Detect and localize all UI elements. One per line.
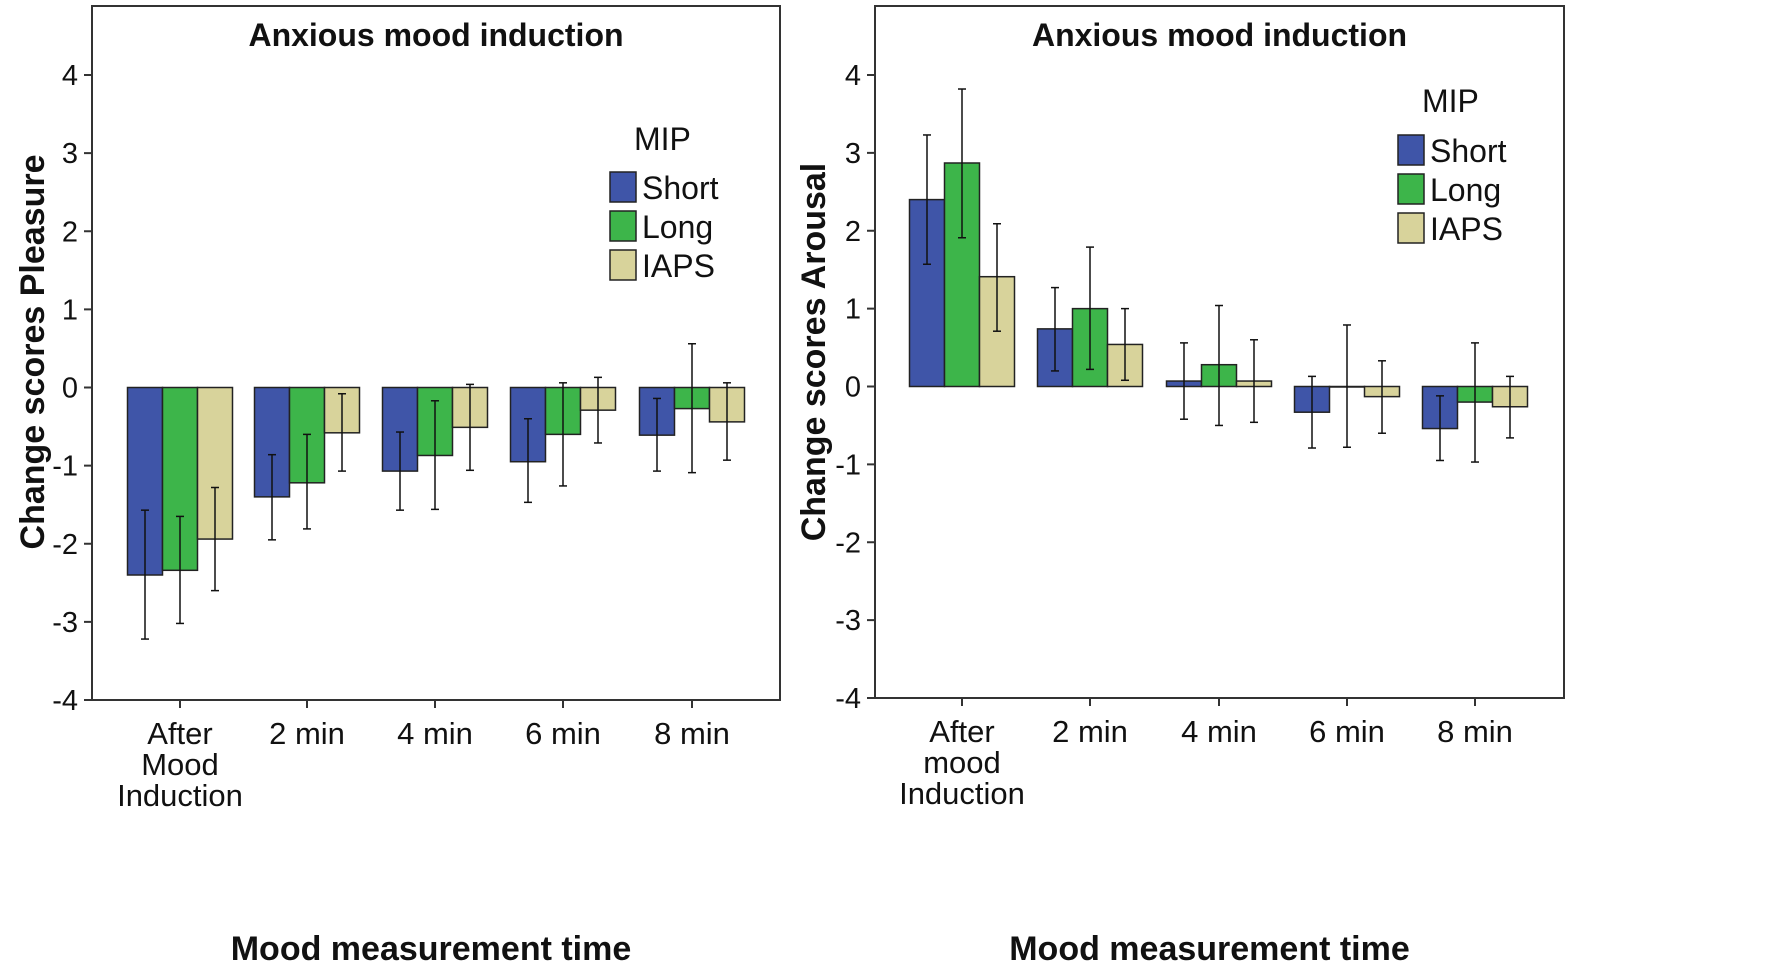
y-axis-title: Change scores Arousal	[795, 163, 833, 542]
legend-label-iaps: IAPS	[1430, 211, 1503, 247]
legend-swatch-iaps	[1397, 212, 1425, 244]
y-tick-label: -1	[52, 451, 78, 483]
legend-title: MIP	[634, 121, 691, 157]
x-category-label: 8 min	[654, 716, 730, 751]
y-tick-label: -3	[52, 607, 78, 639]
y-axis-title: Change scores Pleasure	[14, 155, 52, 550]
y-tick-label: 4	[845, 60, 861, 92]
legend-label-long: Long	[642, 209, 713, 245]
legend-label-iaps: IAPS	[642, 248, 715, 284]
legend-label-short: Short	[642, 170, 719, 206]
x-axis-title: Mood measurement time	[231, 930, 632, 968]
y-tick-label: 0	[62, 373, 78, 405]
x-category-label: Induction	[117, 778, 243, 813]
x-category-label: 6 min	[525, 716, 601, 751]
y-tick-label: -2	[835, 527, 861, 559]
chart-title: Anxious mood induction	[1032, 17, 1407, 53]
x-category-label: 8 min	[1437, 714, 1513, 749]
x-category-label: 2 min	[269, 716, 345, 751]
y-tick-label: 4	[62, 60, 78, 92]
legend-swatch-iaps	[609, 249, 637, 281]
legend-swatch-long	[609, 210, 637, 242]
chart-panel-1: Anxious mood induction 4 3 2 1 0 -1 -2 -3 -4 Chang…	[14, 5, 781, 968]
y-tick-label: -4	[52, 685, 78, 717]
x-category-label: 4 min	[397, 716, 473, 751]
x-category-label: 6 min	[1309, 714, 1385, 749]
x-category-label: 4 min	[1181, 714, 1257, 749]
x-category-label: Mood	[141, 747, 219, 782]
y-tick-label: 3	[845, 138, 861, 170]
legend-swatch-long	[1397, 173, 1425, 205]
legend-label-long: Long	[1430, 172, 1501, 208]
y-tick-label: 1	[62, 294, 78, 326]
y-tick-label: -4	[835, 683, 861, 715]
y-tick-label: 0	[845, 372, 861, 404]
y-tick-label: 2	[62, 216, 78, 248]
plot-frame	[91, 5, 781, 701]
chart-title: Anxious mood induction	[248, 17, 623, 53]
y-tick-label: 1	[845, 294, 861, 326]
x-category-label: 2 min	[1052, 714, 1128, 749]
x-category-label: mood	[923, 745, 1001, 780]
y-tick-label: 2	[845, 216, 861, 248]
x-category-label: After	[147, 716, 212, 751]
y-tick-label: -1	[835, 449, 861, 481]
legend-swatch-short	[609, 171, 637, 203]
legend-title: MIP	[1422, 83, 1479, 119]
y-tick-label: -3	[835, 605, 861, 637]
x-axis-title: Mood measurement time	[1009, 930, 1410, 968]
legend-label-short: Short	[1430, 133, 1507, 169]
y-tick-label: -2	[52, 529, 78, 561]
chart-panel-2: Anxious mood induction 4 3 2 1 0 -1 -2 -3 -4 Chang…	[795, 5, 1565, 968]
legend-swatch-short	[1397, 134, 1425, 166]
y-tick-label: 3	[62, 138, 78, 170]
x-category-label: After	[929, 714, 994, 749]
x-category-label: Induction	[899, 776, 1025, 811]
